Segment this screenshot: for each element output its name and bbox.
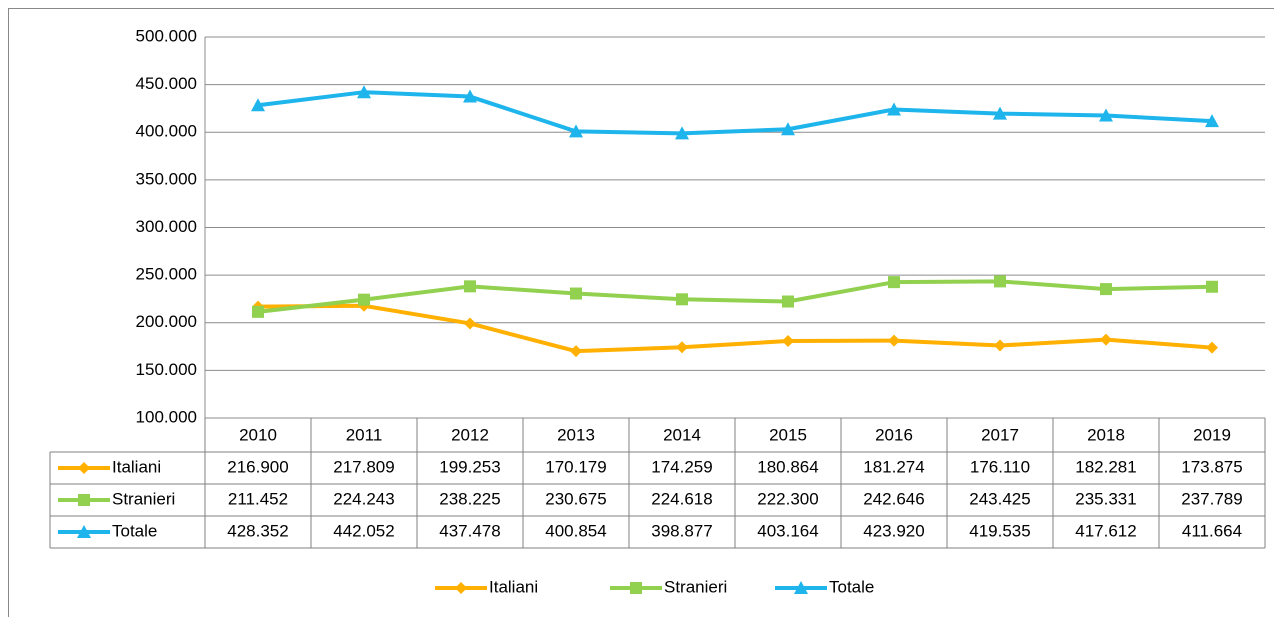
table-legend-marker: [77, 525, 91, 538]
table-legend-label: Stranieri: [112, 489, 175, 508]
data-point: [464, 317, 476, 330]
table-value: 423.920: [863, 521, 924, 540]
data-point: [1100, 283, 1112, 296]
data-point: [887, 102, 901, 116]
table-value: 170.179: [545, 457, 606, 476]
y-tick-label: 200.000: [136, 312, 197, 331]
data-point: [1099, 108, 1113, 122]
series-line: [257, 303, 1213, 354]
table-value: 217.809: [333, 457, 394, 476]
table-value: 174.259: [651, 457, 712, 476]
data-point: [675, 126, 689, 140]
table-value: 428.352: [227, 521, 288, 540]
data-point: [1205, 114, 1219, 128]
table-value: 243.425: [969, 489, 1030, 508]
table-value: 224.618: [651, 489, 712, 508]
x-tick-label: 2013: [557, 425, 595, 444]
table-legend-label: Totale: [112, 521, 157, 540]
y-tick-label: 350.000: [136, 169, 197, 188]
x-tick-label: 2018: [1087, 425, 1125, 444]
table-value: 181.274: [863, 457, 924, 476]
data-point: [569, 124, 583, 138]
chart-frame: [8, 8, 1274, 617]
x-tick-label: 2015: [769, 425, 807, 444]
data-point: [1206, 341, 1218, 354]
table-value: 176.110: [970, 457, 1030, 476]
legend-label: Totale: [829, 577, 874, 596]
data-point: [782, 334, 794, 347]
data-point: [994, 275, 1006, 288]
legend-label: Stranieri: [664, 577, 727, 596]
table-value: 442.052: [333, 521, 394, 540]
table-value: 235.331: [1075, 489, 1136, 508]
data-point: [570, 345, 582, 358]
data-point: [888, 276, 900, 289]
table-value: 173.875: [1181, 457, 1242, 476]
x-tick-label: 2010: [239, 425, 277, 444]
x-tick-label: 2017: [981, 425, 1019, 444]
data-point: [358, 293, 370, 306]
data-point: [252, 305, 264, 318]
x-tick-label: 2011: [346, 425, 383, 444]
table-value: 437.478: [439, 521, 500, 540]
y-tick-label: 400.000: [136, 122, 197, 141]
table-value: 238.225: [439, 489, 500, 508]
y-tick-label: 500.000: [136, 26, 197, 45]
x-tick-label: 2014: [663, 425, 701, 444]
y-tick-label: 300.000: [136, 217, 197, 236]
data-point: [570, 287, 582, 300]
y-tick-label: 450.000: [136, 74, 197, 93]
y-tick-label: 150.000: [136, 360, 197, 379]
y-tick-label: 250.000: [136, 265, 197, 284]
x-tick-label: 2016: [875, 425, 913, 444]
data-point: [251, 98, 265, 112]
table-value: 230.675: [545, 489, 606, 508]
x-tick-label: 2012: [451, 425, 489, 444]
data-point: [888, 334, 900, 347]
series-line: [257, 90, 1213, 136]
data-point: [463, 89, 477, 103]
legend-marker: [455, 582, 467, 594]
table-value: 222.300: [757, 489, 818, 508]
legend-marker: [630, 582, 642, 594]
table-value: 199.253: [439, 457, 500, 476]
y-tick-label: 100.000: [136, 407, 197, 426]
table-value: 398.877: [651, 521, 712, 540]
series-line: [257, 279, 1213, 314]
table-value: 419.535: [969, 521, 1030, 540]
table-value: 182.281: [1075, 457, 1136, 476]
table-legend-label: Italiani: [112, 457, 161, 476]
data-point: [994, 339, 1006, 352]
data-point: [782, 295, 794, 308]
data-point: [676, 293, 688, 306]
table-legend-marker: [78, 494, 90, 506]
table-value: 237.789: [1181, 489, 1242, 508]
data-point: [464, 280, 476, 293]
data-point: [1206, 280, 1218, 293]
data-point: [1100, 333, 1112, 346]
data-point: [781, 122, 795, 136]
table-value: 403.164: [757, 521, 818, 540]
legend-marker: [794, 581, 808, 594]
legend-label: Italiani: [489, 577, 538, 596]
table-legend-marker: [78, 462, 90, 474]
table-value: 224.243: [333, 489, 394, 508]
table-value: 411.664: [1182, 521, 1242, 540]
table-value: 211.452: [228, 489, 288, 508]
table-value: 400.854: [545, 521, 606, 540]
data-point: [993, 106, 1007, 120]
table-value: 216.900: [227, 457, 288, 476]
table-value: 417.612: [1075, 521, 1136, 540]
table-value: 180.864: [757, 457, 818, 476]
table-value: 242.646: [863, 489, 924, 508]
x-tick-label: 2019: [1193, 425, 1231, 444]
data-point: [676, 341, 688, 354]
data-point: [357, 85, 371, 99]
